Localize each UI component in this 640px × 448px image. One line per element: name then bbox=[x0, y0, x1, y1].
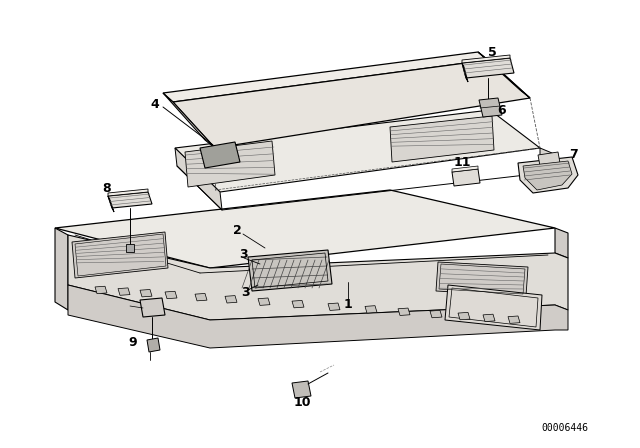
Polygon shape bbox=[540, 148, 552, 172]
Polygon shape bbox=[195, 293, 207, 301]
Polygon shape bbox=[55, 190, 555, 268]
Polygon shape bbox=[398, 308, 410, 315]
Polygon shape bbox=[108, 196, 114, 212]
Polygon shape bbox=[292, 301, 304, 308]
Polygon shape bbox=[390, 116, 494, 162]
Polygon shape bbox=[436, 262, 528, 296]
Polygon shape bbox=[478, 52, 530, 98]
Polygon shape bbox=[523, 161, 572, 190]
Polygon shape bbox=[518, 157, 578, 193]
Polygon shape bbox=[55, 228, 68, 310]
Polygon shape bbox=[72, 232, 168, 278]
Polygon shape bbox=[479, 98, 502, 117]
Text: 2: 2 bbox=[232, 224, 241, 237]
Polygon shape bbox=[163, 52, 488, 102]
Polygon shape bbox=[365, 306, 377, 313]
Polygon shape bbox=[248, 250, 332, 291]
Polygon shape bbox=[140, 289, 152, 297]
Polygon shape bbox=[258, 298, 270, 306]
Polygon shape bbox=[200, 142, 240, 168]
Polygon shape bbox=[458, 312, 470, 320]
Text: 4: 4 bbox=[150, 99, 159, 112]
Polygon shape bbox=[462, 58, 514, 78]
Polygon shape bbox=[538, 152, 560, 166]
Polygon shape bbox=[140, 298, 165, 317]
Polygon shape bbox=[483, 314, 495, 322]
Polygon shape bbox=[163, 93, 215, 148]
Polygon shape bbox=[462, 63, 468, 82]
Polygon shape bbox=[452, 169, 480, 186]
Polygon shape bbox=[445, 285, 542, 330]
Polygon shape bbox=[452, 166, 478, 172]
Polygon shape bbox=[462, 55, 510, 63]
Polygon shape bbox=[175, 148, 222, 210]
Polygon shape bbox=[555, 228, 568, 258]
Polygon shape bbox=[108, 189, 148, 196]
Text: 7: 7 bbox=[568, 148, 577, 161]
Polygon shape bbox=[292, 381, 311, 398]
Text: 10: 10 bbox=[293, 396, 311, 409]
Polygon shape bbox=[68, 235, 568, 320]
Text: 00006446: 00006446 bbox=[541, 423, 589, 433]
Polygon shape bbox=[126, 244, 134, 252]
Polygon shape bbox=[225, 296, 237, 303]
Polygon shape bbox=[185, 141, 275, 187]
Text: 1: 1 bbox=[344, 298, 353, 311]
Text: 11: 11 bbox=[453, 156, 471, 169]
Text: 3: 3 bbox=[240, 247, 248, 260]
Text: 9: 9 bbox=[129, 336, 138, 349]
Polygon shape bbox=[328, 303, 340, 310]
Polygon shape bbox=[147, 338, 160, 352]
Polygon shape bbox=[95, 286, 107, 293]
Polygon shape bbox=[173, 60, 530, 148]
Polygon shape bbox=[508, 316, 520, 323]
Polygon shape bbox=[118, 288, 130, 295]
Text: 6: 6 bbox=[498, 103, 506, 116]
Text: 8: 8 bbox=[102, 182, 111, 195]
Polygon shape bbox=[175, 110, 540, 192]
Polygon shape bbox=[165, 291, 177, 299]
Text: 3: 3 bbox=[242, 287, 250, 300]
Polygon shape bbox=[108, 192, 152, 208]
Polygon shape bbox=[430, 310, 442, 318]
Text: 5: 5 bbox=[488, 46, 497, 59]
Polygon shape bbox=[68, 285, 568, 348]
